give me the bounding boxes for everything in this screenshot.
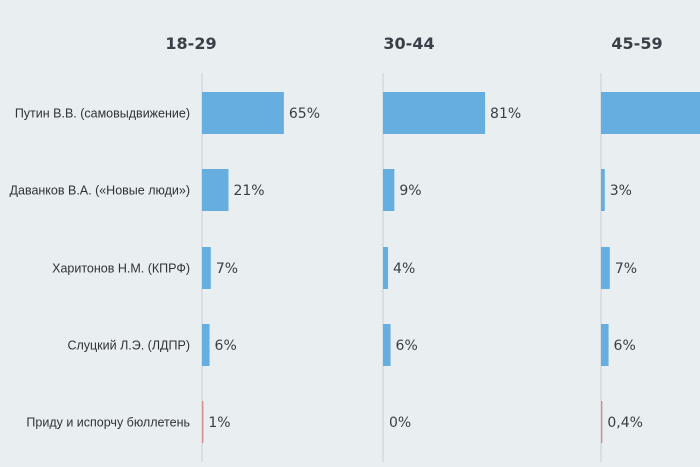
data-label: 7% [216,261,238,277]
data-label: 9% [399,183,421,199]
bar [202,401,204,443]
data-label: 0,4% [607,415,643,431]
category-label: Путин В.В. (самовыдвижение) [15,107,190,121]
bar [202,324,210,366]
bar [601,92,700,134]
data-label: 1% [208,415,230,431]
group-title: 45-59 [611,34,662,53]
bar [202,247,211,289]
data-label: 0% [389,415,411,431]
category-label: Слуцкий Л.Э. (ЛДПР) [67,339,190,353]
data-label: 65% [289,106,320,122]
data-label: 7% [615,261,637,277]
bar [601,401,603,443]
data-label: 3% [610,183,632,199]
category-label: Приду и испорчу бюллетень [26,416,190,430]
data-label: 4% [393,261,415,277]
data-label: 6% [215,338,237,354]
group-title: 18-29 [165,34,216,53]
bar [202,92,284,134]
bar [202,169,229,211]
bar [383,247,389,289]
data-label: 21% [233,183,264,199]
category-label: Даванков В.А. («Новые люди») [10,184,190,198]
bar [383,169,395,211]
category-label: Харитонов Н.М. (КПРФ) [52,262,190,276]
data-label: 6% [614,338,636,354]
bar [383,324,391,366]
group-title: 30-44 [383,34,434,53]
bar [383,92,486,134]
bar [601,169,605,211]
data-label: 81% [490,106,521,122]
bar [601,324,609,366]
data-label: 6% [396,338,418,354]
bar [601,247,610,289]
